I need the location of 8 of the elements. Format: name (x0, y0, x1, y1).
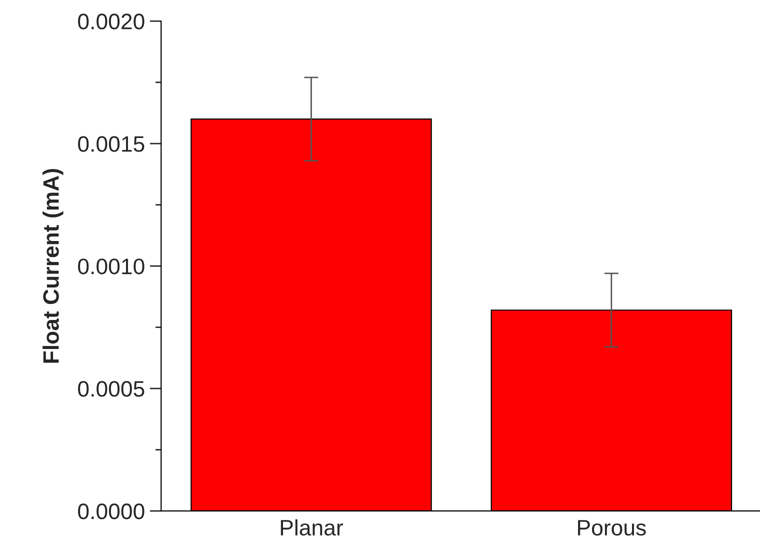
y-tick-label: 0.0015 (78, 136, 144, 152)
y-tick-label: 0.0005 (78, 381, 144, 397)
x-tick-label: Porous (578, 520, 646, 536)
y-axis-title: Float Current (mA) (42, 169, 64, 363)
x-tick-label: Planar (280, 519, 343, 536)
y-tick-label: 0.0000 (78, 504, 144, 520)
y-tick-label: 0.0010 (78, 258, 144, 274)
y-tick-label: 0.0020 (78, 14, 144, 30)
